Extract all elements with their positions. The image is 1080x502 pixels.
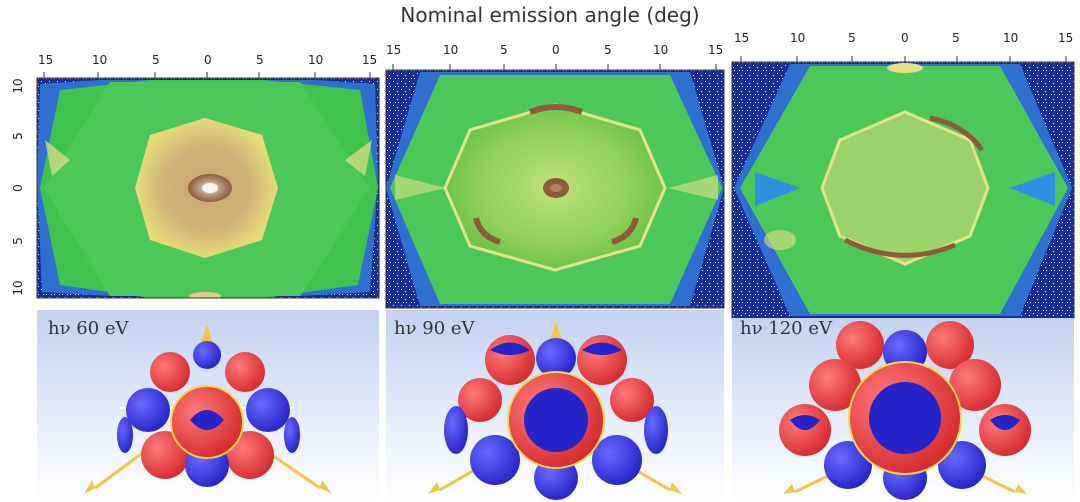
x-tick-label: 10: [92, 53, 108, 67]
orbital-cluster-middle: [428, 322, 682, 500]
y-tick-label: 5: [11, 237, 25, 245]
x-ticks-left: [43, 72, 371, 78]
x-tick-label: 5: [848, 31, 856, 45]
x-tick-label: 10: [1003, 31, 1019, 45]
photon-energy-label-middle: hν 90 eV: [394, 318, 475, 339]
x-tick-label: 15: [1058, 31, 1074, 45]
x-tick-label: 15: [38, 53, 54, 67]
x-tick-label: 15: [362, 53, 378, 67]
x-tick-label: 15: [386, 43, 402, 57]
x-tick-label: 0: [552, 43, 560, 57]
photon-energy-label-left: hν 60 eV: [48, 318, 129, 339]
x-ticks: [43, 56, 1067, 78]
heatmap-right: [732, 62, 1074, 318]
x-tick-label: 10: [790, 31, 806, 45]
x-tick-label: 10: [653, 43, 669, 57]
heatmap-middle-frame: [385, 69, 725, 309]
y-tick-label: 10: [11, 280, 25, 296]
photon-energy-label-right: hν 120 eV: [740, 318, 832, 339]
x-tick-label: 5: [500, 43, 508, 57]
heatmap-left: [37, 78, 379, 298]
x-tick-label: 5: [152, 53, 160, 67]
x-tick-label: 0: [901, 31, 909, 45]
x-tick-label: 5: [256, 53, 264, 67]
heatmap-middle: [386, 70, 724, 308]
x-tick-label: 15: [708, 43, 724, 57]
x-tick-label: 10: [308, 53, 324, 67]
x-ticks-middle: [392, 64, 717, 70]
x-ticks-right: [740, 56, 1067, 62]
figure-title: Nominal emission angle (deg): [400, 3, 700, 27]
orbital-cluster-left: [84, 325, 332, 494]
x-tick-label: 5: [952, 31, 960, 45]
heatmap-left-frame: [36, 77, 380, 299]
x-tick-label: 5: [604, 43, 612, 57]
x-tick-label: 10: [443, 43, 459, 57]
orbital-cluster-right: [779, 321, 1031, 500]
y-tick-label: 5: [11, 132, 25, 140]
y-tick-label: 0: [11, 184, 25, 192]
y-tick-label: 10: [11, 78, 25, 94]
x-tick-label: 15: [734, 31, 750, 45]
x-tick-label: 0: [204, 53, 212, 67]
